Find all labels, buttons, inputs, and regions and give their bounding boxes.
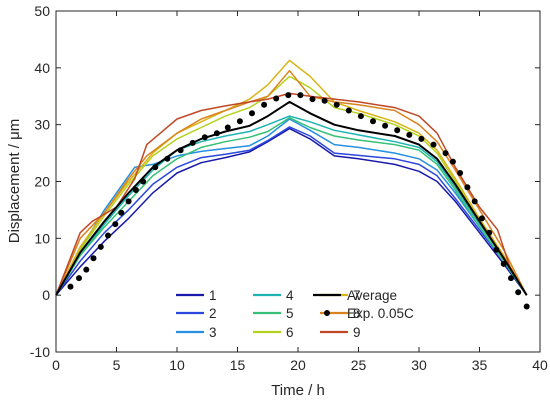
legend-label: 4 — [286, 288, 294, 303]
exp-data-point — [236, 118, 243, 125]
x-tick-label: 0 — [52, 357, 60, 373]
series-line-5 — [55, 117, 528, 296]
exp-data-point — [515, 289, 522, 296]
exp-data-point — [370, 118, 376, 125]
y-tick-label: 30 — [34, 117, 50, 133]
exp-data-point — [118, 209, 125, 216]
exp-data-point — [357, 113, 364, 120]
exp-data-point — [152, 164, 159, 171]
series-line-4 — [55, 115, 528, 296]
exp-data-point — [249, 110, 255, 117]
exp-data-point — [333, 101, 340, 108]
exp-data-point — [177, 147, 184, 154]
exp-data-point — [297, 92, 304, 99]
x-tick-label: 25 — [351, 357, 367, 373]
legend-label: 2 — [209, 306, 217, 321]
y-tick-label: 0 — [42, 287, 50, 303]
exp-data-point — [224, 124, 231, 131]
legend-label: 1 — [209, 288, 217, 303]
exp-data-point — [125, 198, 132, 205]
exp-data-point — [76, 275, 82, 282]
y-tick-label: -10 — [30, 344, 50, 360]
exp-data-point — [83, 266, 90, 273]
exp-data-point — [285, 92, 292, 99]
exp-data-point — [164, 155, 171, 162]
legend-label: 3 — [209, 325, 217, 340]
legend: 1 2 3 4 5 6 7 8 9 Average Exp. 0.05C — [176, 288, 414, 340]
y-tick-label: 10 — [34, 230, 50, 246]
exp-data-point — [105, 232, 111, 239]
series-line-2 — [55, 126, 528, 296]
exp-data-point — [382, 122, 389, 129]
series-line-10 — [55, 100, 528, 296]
exp-data-point — [67, 283, 74, 290]
exp-data-point — [201, 134, 208, 141]
exp-data-point — [309, 96, 316, 103]
series-line-8 — [55, 69, 528, 296]
exp-data-point — [140, 178, 147, 185]
exp-data-point — [430, 141, 437, 148]
exp-data-point — [500, 260, 507, 267]
x-axis-label: Time / h — [271, 382, 325, 399]
exp-data-point — [523, 303, 530, 310]
legend-label-exp: Exp. 0.05C — [347, 306, 414, 321]
exp-data-point — [478, 215, 485, 222]
legend-label: 7 — [353, 288, 361, 303]
x-tick-label: 20 — [290, 357, 306, 373]
x-tick-label: 15 — [230, 357, 246, 373]
legend-label: 6 — [286, 325, 294, 340]
exp-data-point — [464, 184, 471, 191]
exp-data-point — [273, 95, 280, 102]
exp-data-point — [493, 246, 500, 253]
y-tick-label: 40 — [34, 60, 50, 76]
legend-label: 5 — [286, 306, 294, 321]
marks-layer — [55, 59, 530, 310]
exp-data-point — [457, 170, 464, 176]
exp-data-point — [213, 130, 220, 137]
legend-marker-exp — [324, 310, 330, 316]
exp-data-point — [132, 187, 139, 193]
y-axis-label: Displacement / μm — [6, 119, 23, 244]
exp-data-point — [345, 107, 352, 114]
series-line-3 — [55, 118, 528, 296]
exp-data-point — [112, 221, 119, 228]
x-tick-label: 35 — [472, 357, 488, 373]
exp-data-point — [486, 229, 493, 236]
legend-label: 9 — [353, 325, 361, 340]
x-tick-label: 30 — [411, 357, 427, 373]
y-tick-label: 50 — [34, 3, 50, 19]
exp-data-point — [261, 101, 268, 108]
x-tick-label: 10 — [169, 357, 185, 373]
exp-data-point — [508, 275, 514, 282]
x-tick-label: 40 — [532, 357, 548, 373]
legend-label: 8 — [353, 306, 361, 321]
exp-data-point — [418, 135, 425, 142]
exp-data-point — [321, 97, 328, 104]
exp-data-point — [394, 127, 401, 134]
exp-data-point — [406, 131, 413, 138]
exp-data-point — [449, 158, 456, 165]
y-tick-label: 20 — [34, 174, 50, 190]
x-tick-label: 5 — [113, 357, 121, 373]
exp-data-point — [97, 243, 104, 250]
exp-data-point — [471, 198, 478, 205]
legend-label-average: Average — [347, 288, 397, 303]
exp-data-point — [90, 255, 97, 262]
exp-data-point — [442, 150, 449, 157]
exp-data-point — [189, 139, 196, 146]
series-line-1 — [55, 127, 528, 296]
